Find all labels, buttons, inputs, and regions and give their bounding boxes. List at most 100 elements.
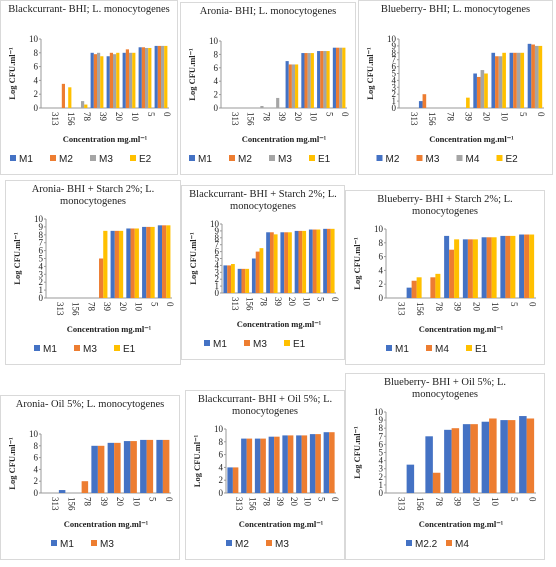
x-axis-title: Concentration mg.ml⁻¹ bbox=[237, 319, 322, 329]
bar bbox=[130, 441, 137, 493]
bar bbox=[454, 239, 460, 298]
y-tick-label: 10 bbox=[34, 214, 44, 224]
chart-title: Blackcurrant- BHI + Starch 2%; L. monocy… bbox=[189, 189, 337, 212]
legend-label: M4 bbox=[466, 154, 480, 165]
bar bbox=[161, 45, 165, 108]
legend-label: E1 bbox=[318, 154, 331, 165]
chart-panel: Blueberry- BHI; L. monocytogenes 0 1 2 3 4 5 6 7… bbox=[358, 0, 553, 175]
x-axis-title: Concentration mg.ml⁻¹ bbox=[242, 134, 327, 144]
x-tick-label: 156 bbox=[415, 497, 425, 511]
bar bbox=[486, 237, 492, 298]
chart-title: Aronia- BHI + Starch 2%; L. monocytogene… bbox=[31, 184, 155, 207]
bar bbox=[130, 228, 135, 298]
y-tick-label: 4 bbox=[34, 75, 39, 85]
bar bbox=[329, 432, 335, 493]
legend-swatch bbox=[269, 155, 275, 161]
x-tick-label: 313 bbox=[55, 302, 65, 316]
chart: 0 2 4 6 8 10 Log CFU.ml⁻¹ 313 156 78 39 20 10 5 0 Conce… bbox=[7, 34, 172, 165]
chart-panel: Blueberry- BHI + Oil 5%; L. monocytogene… bbox=[345, 373, 545, 560]
legend-swatch bbox=[446, 540, 452, 546]
bar bbox=[274, 436, 280, 493]
bar bbox=[251, 258, 256, 293]
legend-label: M1 bbox=[60, 539, 74, 550]
y-axis-title: Log CFU.ml⁻¹ bbox=[187, 48, 197, 101]
bar bbox=[245, 268, 250, 293]
chart-title: Blueberry- BHI + Oil 5%; L. monocytogene… bbox=[384, 377, 506, 400]
chart-panel: Blueberry- BHI + Starch 2%; L. monocytog… bbox=[345, 190, 545, 365]
bar bbox=[141, 47, 145, 108]
y-tick-label: 10 bbox=[29, 34, 39, 44]
bar bbox=[154, 45, 158, 108]
bar bbox=[430, 277, 436, 298]
bar bbox=[323, 228, 327, 293]
x-tick-label: 20 bbox=[114, 112, 124, 122]
x-tick-label: 10 bbox=[490, 497, 500, 507]
y-tick-label: 9 bbox=[392, 41, 397, 51]
legend-swatch bbox=[244, 340, 250, 346]
x-tick-label: 313 bbox=[409, 112, 419, 126]
bar bbox=[534, 45, 539, 108]
y-tick-label: 8 bbox=[379, 423, 384, 433]
bar bbox=[462, 239, 468, 298]
bar bbox=[273, 234, 278, 293]
bar bbox=[138, 47, 142, 108]
bar bbox=[145, 47, 149, 108]
chart-panel: Aronia- Oil 5%; L. monocytogenes 0 2 4 6 8 10 L… bbox=[0, 395, 180, 560]
x-tick-label: 78 bbox=[445, 112, 455, 122]
legend-swatch bbox=[204, 340, 210, 346]
bar bbox=[519, 234, 525, 298]
bar bbox=[288, 64, 292, 108]
bar bbox=[287, 435, 294, 493]
y-tick-label: 0 bbox=[34, 488, 39, 498]
y-tick-label: 4 bbox=[39, 261, 44, 271]
chart: 0 2 4 6 8 10 Log CFU.ml⁻¹ 313 156 78 39 20 10 5 0 Conce… bbox=[352, 224, 538, 355]
y-axis-title: Log CFU.ml⁻¹ bbox=[12, 232, 22, 285]
y-tick-label: 6 bbox=[214, 63, 219, 73]
bar bbox=[481, 421, 490, 493]
legend-swatch bbox=[50, 155, 56, 161]
bar bbox=[472, 239, 478, 298]
bar bbox=[150, 226, 155, 298]
x-tick-label: 20 bbox=[287, 297, 297, 307]
legend-label: E1 bbox=[123, 344, 136, 355]
chart-panel: Blackcurrant- BHI + Oil 5%; L. monocytog… bbox=[185, 390, 345, 560]
bar bbox=[90, 52, 94, 108]
legend-label: M1 bbox=[19, 154, 33, 165]
bar bbox=[309, 434, 316, 493]
bar bbox=[422, 94, 427, 108]
x-tick-label: 78 bbox=[86, 302, 96, 312]
bar bbox=[320, 51, 324, 108]
bar bbox=[312, 229, 317, 293]
bar bbox=[162, 439, 170, 493]
x-tick-label: 39 bbox=[453, 302, 463, 312]
y-tick-label: 6 bbox=[34, 62, 39, 72]
y-tick-label: 2 bbox=[34, 89, 39, 99]
y-tick-label: 4 bbox=[219, 462, 224, 472]
bar bbox=[301, 53, 305, 108]
legend-swatch bbox=[229, 155, 235, 161]
bar bbox=[255, 251, 260, 293]
bar bbox=[473, 73, 477, 108]
y-tick-label: 4 bbox=[379, 265, 384, 275]
legend-label: E1 bbox=[293, 339, 306, 350]
x-tick-label: 10 bbox=[131, 497, 141, 507]
x-tick-label: 5 bbox=[149, 302, 159, 307]
bar bbox=[285, 61, 289, 108]
y-tick-label: 2 bbox=[379, 472, 384, 482]
y-tick-label: 2 bbox=[392, 89, 397, 99]
x-tick-label: 0 bbox=[330, 497, 340, 502]
bar bbox=[146, 439, 154, 493]
x-tick-label: 156 bbox=[71, 302, 81, 316]
x-tick-label: 313 bbox=[50, 112, 60, 126]
y-tick-label: 8 bbox=[39, 230, 44, 240]
bar bbox=[58, 490, 66, 493]
x-tick-label: 5 bbox=[509, 302, 519, 307]
y-tick-label: 2 bbox=[215, 274, 220, 284]
bar bbox=[162, 225, 167, 298]
legend-label: M3 bbox=[100, 539, 114, 550]
x-tick-label: 10 bbox=[301, 297, 311, 307]
chart-title: Blueberry- BHI + Starch 2%; L. monocytog… bbox=[377, 194, 513, 217]
y-tick-label: 6 bbox=[215, 247, 220, 257]
